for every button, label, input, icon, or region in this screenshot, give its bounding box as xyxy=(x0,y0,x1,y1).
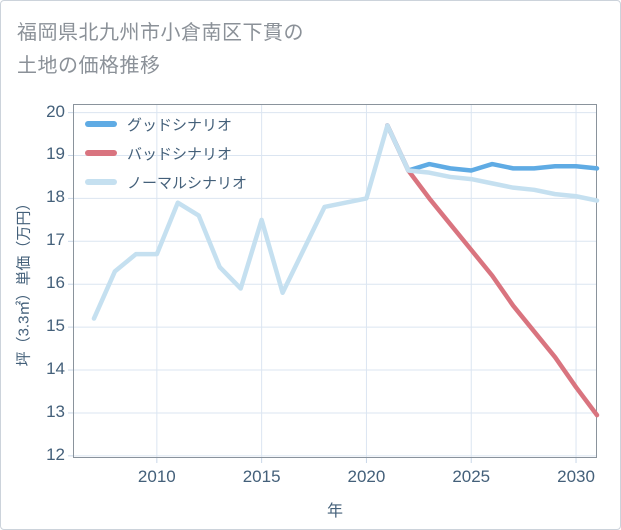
x-tick-label: 2020 xyxy=(347,467,386,486)
legend-item-2[interactable]: ノーマルシナリオ xyxy=(85,172,247,192)
y-tick-label: 17 xyxy=(46,230,65,250)
x-tick-label: 2030 xyxy=(557,467,595,486)
legend-item-1[interactable]: バッドシナリオ xyxy=(85,143,247,163)
y-tick-label: 13 xyxy=(46,401,65,421)
y-tick-label: 19 xyxy=(46,144,65,164)
y-tick-label: 20 xyxy=(46,101,65,121)
y-tick-label: 12 xyxy=(46,444,65,464)
y-axis-title: 坪（3.3㎡）単価（万円） xyxy=(15,195,33,367)
y-tick-label: 16 xyxy=(46,273,65,293)
plot-border xyxy=(73,104,597,458)
legend-label: グッドシナリオ xyxy=(127,116,233,134)
legend-label: バッドシナリオ xyxy=(127,145,233,163)
chart-title-line-2: 土地の価格推移 xyxy=(17,55,161,77)
series-line-0 xyxy=(385,123,600,173)
x-axis-title: 年 xyxy=(326,503,344,520)
chart-title: 福岡県北九州市小倉南区下貫の 土地の価格推移 xyxy=(17,17,304,83)
x-tick-label: 2025 xyxy=(452,467,491,486)
y-tick-label: 15 xyxy=(46,316,65,336)
series-line-1 xyxy=(385,123,600,418)
chart-title-line-1: 福岡県北九州市小倉南区下貫の xyxy=(17,22,304,44)
legend-swatch-icon xyxy=(85,150,117,156)
legend-item-0[interactable]: グッドシナリオ xyxy=(85,114,247,134)
y-tick-label: 14 xyxy=(46,359,65,379)
y-tick-label: 18 xyxy=(46,187,65,207)
x-tick-label: 2015 xyxy=(242,467,281,486)
legend: グッドシナリオ バッドシナリオ ノーマルシナリオ xyxy=(85,114,247,192)
plot-area xyxy=(68,104,600,463)
legend-swatch-icon xyxy=(85,179,117,185)
legend-swatch-icon xyxy=(85,121,117,127)
x-tick-label: 2010 xyxy=(137,467,176,486)
series-line-2 xyxy=(91,123,600,321)
legend-label: ノーマルシナリオ xyxy=(127,174,248,192)
plot-svg xyxy=(68,104,600,463)
